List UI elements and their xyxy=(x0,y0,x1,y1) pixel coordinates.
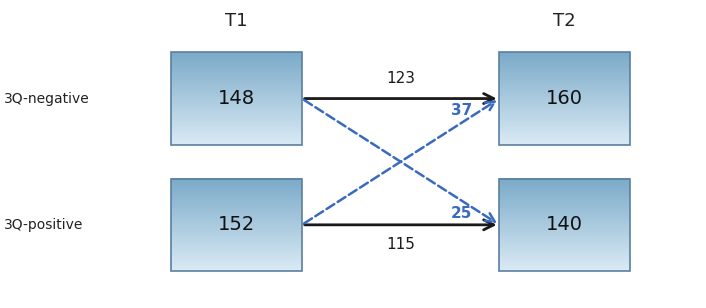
Text: 123: 123 xyxy=(386,71,415,86)
Bar xyxy=(172,52,302,145)
Text: T2: T2 xyxy=(554,12,576,30)
Text: 3Q-negative: 3Q-negative xyxy=(4,91,89,106)
Text: 115: 115 xyxy=(386,237,415,252)
Bar xyxy=(500,179,630,271)
Text: 3Q-positive: 3Q-positive xyxy=(4,218,83,232)
Text: 160: 160 xyxy=(546,89,583,108)
Text: T1: T1 xyxy=(225,12,248,30)
Text: 25: 25 xyxy=(451,206,472,221)
Bar xyxy=(172,179,302,271)
Text: 140: 140 xyxy=(546,215,583,234)
Text: 148: 148 xyxy=(218,89,255,108)
Text: 37: 37 xyxy=(451,103,472,118)
Bar xyxy=(500,52,630,145)
Text: 152: 152 xyxy=(218,215,255,234)
